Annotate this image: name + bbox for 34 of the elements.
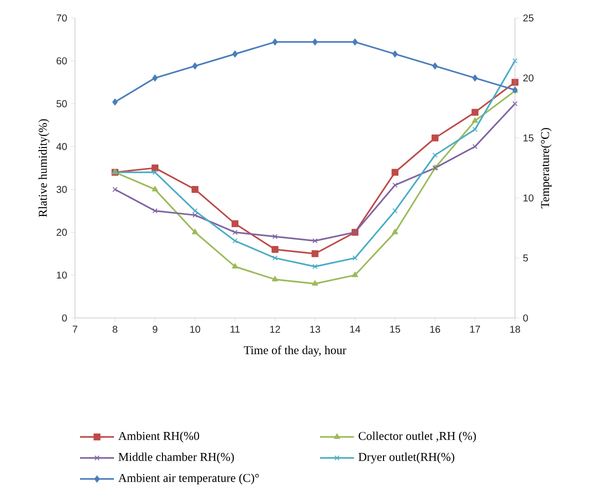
x-tick-label: 15 xyxy=(390,326,400,333)
y2-tick-label: 10 xyxy=(524,194,534,202)
y-tick-label: 0 xyxy=(62,314,67,322)
x-tick-label: 7 xyxy=(72,326,78,333)
y2-tick-label: 5 xyxy=(523,254,528,262)
y2-axis-title: Temperature(°C) xyxy=(540,128,552,208)
x-tick-label: 16 xyxy=(430,326,440,333)
y2-tick-label: 25 xyxy=(523,14,534,22)
y2-tick-label: 0 xyxy=(523,314,528,322)
x-tick-label: 12 xyxy=(270,326,280,333)
x-tick-label: 10 xyxy=(190,326,200,333)
x-tick-label: 9 xyxy=(152,326,158,333)
y-tick-label: 20 xyxy=(56,228,67,236)
y-tick-label: 30 xyxy=(56,186,67,193)
x-tick-label: 11 xyxy=(230,326,240,333)
x-tick-label: 18 xyxy=(510,326,520,333)
x-tick-label: 14 xyxy=(350,326,360,333)
y-tick-label: 10 xyxy=(56,272,67,279)
legend-label: Collector outlet ,RH (%) xyxy=(358,432,476,442)
y-tick-label: 50 xyxy=(56,100,67,108)
legend-label: Dryer outlet(RH(%) xyxy=(358,452,454,464)
legend-label: Ambient air temperature (C)° xyxy=(118,474,259,484)
x-tick-label: 8 xyxy=(112,326,118,333)
y-tick-label: 40 xyxy=(56,143,67,150)
x-axis-title: Time of the day, hour xyxy=(244,346,346,357)
y-axis-title: Rlative humidity(%) xyxy=(38,119,50,217)
x-tick-label: 17 xyxy=(470,326,480,333)
y-tick-label: 60 xyxy=(56,57,67,64)
legend-label: Ambient RH(%0 xyxy=(118,432,200,442)
y-tick-label: 70 xyxy=(56,14,67,22)
legend-label: Middle chamber RH(%) xyxy=(118,452,234,464)
x-tick-label: 13 xyxy=(310,326,320,333)
y2-tick-label: 15 xyxy=(524,134,534,142)
y2-tick-label: 20 xyxy=(523,74,534,82)
